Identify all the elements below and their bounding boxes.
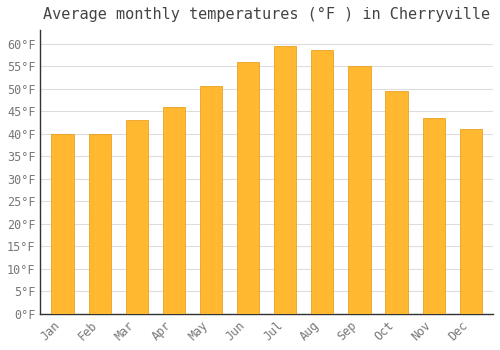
Bar <box>274 46 296 314</box>
Bar <box>348 66 370 314</box>
Bar <box>386 91 407 314</box>
Bar <box>460 129 482 314</box>
Bar <box>237 62 260 314</box>
Bar <box>52 134 74 314</box>
Bar <box>422 118 445 314</box>
Bar <box>311 50 334 314</box>
Bar <box>200 86 222 314</box>
Bar <box>163 107 185 314</box>
Bar <box>88 134 111 314</box>
Title: Average monthly temperatures (°F ) in Cherryville: Average monthly temperatures (°F ) in Ch… <box>43 7 490 22</box>
Bar <box>126 120 148 314</box>
